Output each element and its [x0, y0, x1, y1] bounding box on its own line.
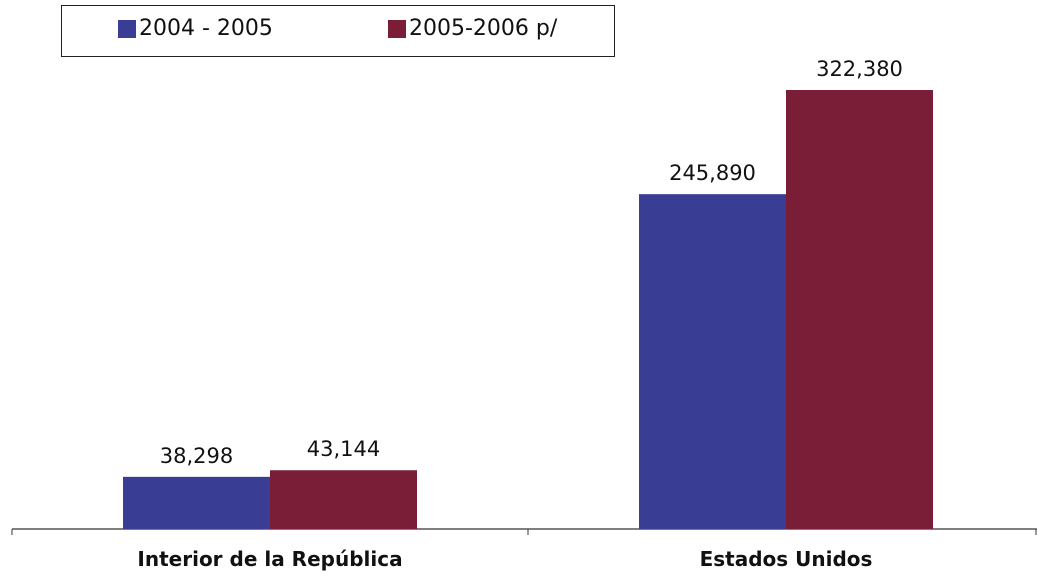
bar-2005-2006-0 [270, 470, 417, 529]
legend-item-2005-2006: 2005-2006 p/ [388, 16, 557, 41]
legend-swatch-2005-2006 [388, 19, 406, 38]
data-label: 43,144 [307, 437, 380, 461]
category-label: Interior de la República [137, 547, 402, 571]
bar-2004-2005-1 [639, 194, 786, 529]
bar-2004-2005-0 [123, 476, 270, 529]
data-label: 38,298 [160, 444, 233, 468]
legend-item-2004-2005: 2004 - 2005 [118, 16, 273, 41]
category-label: Estados Unidos [700, 547, 873, 571]
legend-label-2004-2005: 2004 - 2005 [139, 16, 273, 41]
data-label: 245,890 [669, 161, 756, 185]
legend-label-2005-2006: 2005-2006 p/ [409, 16, 558, 41]
legend-swatch-2004-2005 [118, 19, 136, 38]
bar-2005-2006-1 [786, 90, 933, 529]
data-label: 322,380 [816, 57, 903, 81]
legend: 2004 - 2005 2005-2006 p/ [61, 5, 615, 57]
